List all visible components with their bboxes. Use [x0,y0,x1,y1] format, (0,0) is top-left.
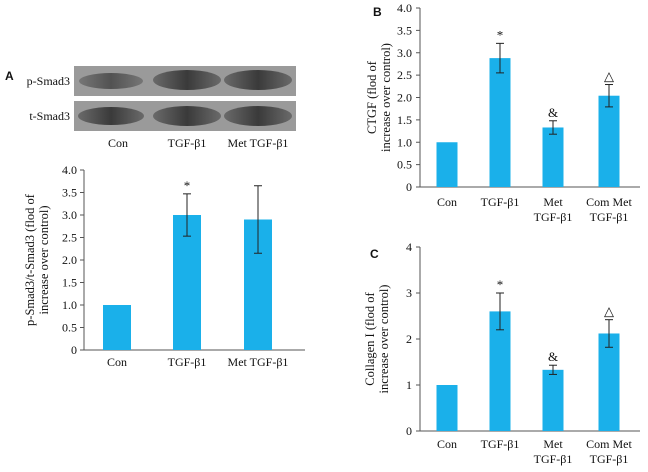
y-tick-label: 2 [406,332,412,346]
significance-marker: * [497,27,504,42]
bar [542,127,564,187]
western-blot: p-Smad3 t-Smad3 Con TGF-β1 Met TGF-β1 [27,66,296,150]
y-tick-label: 0.5 [62,321,77,335]
bar [542,369,564,431]
x-tick-label: TGF-β1 [590,210,629,224]
bar [436,385,458,431]
bar [598,333,620,431]
x-tick-label: Met [543,195,563,209]
panel-label-c: C [370,247,379,261]
bar [103,305,131,350]
significance-marker: & [548,105,558,120]
bar [489,58,511,188]
x-tick-label: TGF-β1 [168,355,207,369]
y-tick-label: 0 [406,424,412,438]
x-tick-label: Com Met [586,195,632,209]
bar [598,95,620,187]
significance-marker: △ [604,69,614,84]
significance-marker: * [497,277,504,292]
blot-band [78,107,144,125]
y-tick-label: 2.0 [62,253,77,267]
y-tick-label: 1.0 [62,298,77,312]
y-tick-label: 3 [406,286,412,300]
y-tick-label: 0 [406,180,412,194]
x-tick-label: Com Met [586,437,632,451]
y-tick-label: 1.5 [397,113,412,127]
significance-marker: △ [604,304,614,319]
x-tick-label: Met [543,437,563,451]
y-tick-label: 2.0 [397,91,412,105]
y-tick-label: 3.0 [397,46,412,60]
y-tick-label: 3.5 [397,23,412,37]
y-axis-label: increase over control) [377,285,391,394]
blot-band [153,70,221,90]
y-tick-label: 0 [71,343,77,357]
bar [173,215,201,350]
blot-band [153,106,221,126]
x-tick-label: Con [437,437,457,451]
blot-lane-label: TGF-β1 [168,136,207,150]
blot-lane-label: Met TGF-β1 [228,136,289,150]
blot-band [224,70,292,90]
x-tick-label: TGF-β1 [534,452,573,466]
bar [436,142,458,187]
y-tick-label: 4.0 [62,163,77,177]
y-tick-label: 2.5 [397,68,412,82]
y-axis-label: Collagen I (flod of [363,291,377,385]
chart-b-ctgf: 00.51.01.52.02.53.03.54.0Con*TGF-β1&MetT… [365,1,640,224]
y-axis-label: increase over control) [37,206,51,315]
y-tick-label: 4 [406,240,412,254]
blot-row-label: t-Smad3 [29,109,70,123]
y-axis-label: CTGF (flod of [365,60,379,134]
x-tick-label: Con [107,355,127,369]
y-axis-label: increase over control) [379,43,393,152]
y-axis-label: p-Smad3/t-Smad3 (flod of [23,193,37,326]
panel-label-a: A [5,69,14,83]
x-tick-label: TGF-β1 [590,452,629,466]
x-tick-label: Met TGF-β1 [228,355,289,369]
significance-marker: * [184,178,191,193]
y-tick-label: 1.0 [397,135,412,149]
x-tick-label: TGF-β1 [481,437,520,451]
blot-row-label: p-Smad3 [27,74,70,88]
y-tick-label: 3.5 [62,186,77,200]
x-tick-label: Con [437,195,457,209]
blot-lane-label: Con [108,136,128,150]
significance-marker: & [548,349,558,364]
y-tick-label: 4.0 [397,1,412,15]
x-tick-label: TGF-β1 [534,210,573,224]
chart-a-smad3-ratio: 0 0.5 1.0 1.5 2.0 2.5 3.0 3.5 4.0 Con * TGF-β1 Met T… [23,163,305,369]
blot-band [224,106,292,126]
blot-band [79,73,143,89]
y-tick-label: 2.5 [62,231,77,245]
y-tick-label: 1.5 [62,276,77,290]
y-tick-label: 1 [406,378,412,392]
bar [489,311,511,431]
y-tick-label: 3.0 [62,208,77,222]
y-tick-label: 0.5 [397,158,412,172]
panel-label-b: B [373,5,382,19]
x-tick-label: TGF-β1 [481,195,520,209]
